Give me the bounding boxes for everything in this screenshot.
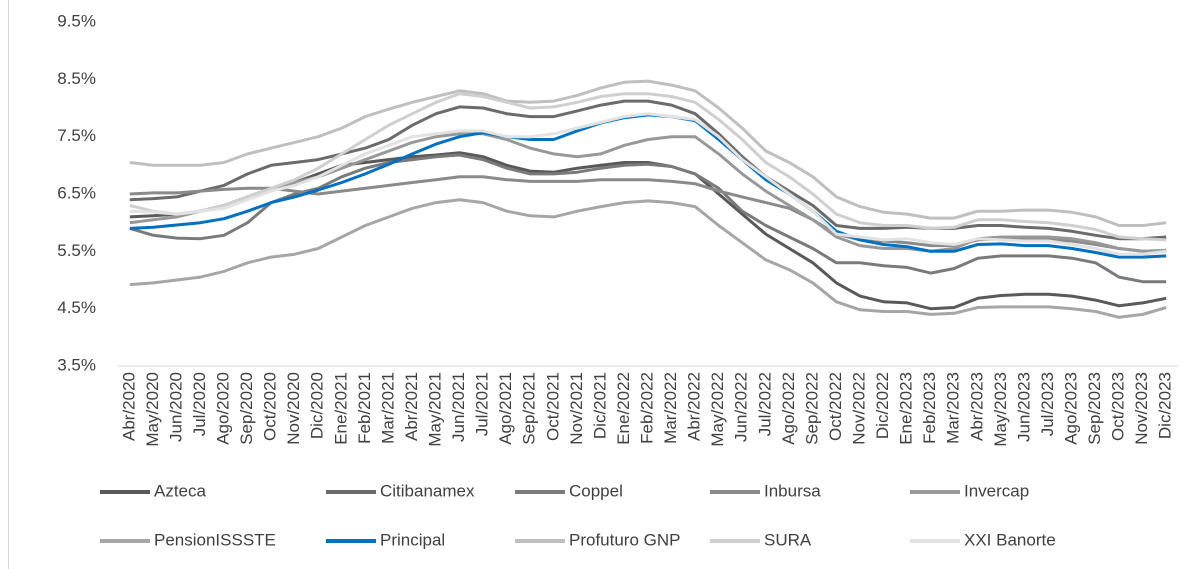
x-tick-label: May/2022: [708, 372, 727, 447]
series-line: [129, 99, 1167, 241]
legend-label: Coppel: [569, 481, 623, 500]
legend-label: PensionISSSTE: [154, 530, 276, 549]
x-tick-label: Oct/2021: [543, 372, 562, 441]
y-tick-label: 8.5%: [57, 69, 96, 88]
x-tick-label: Abr/2020: [119, 372, 138, 441]
legend-label: Inbursa: [764, 481, 821, 500]
x-tick-label: Jul/2022: [755, 372, 774, 436]
x-tick-label: Feb/2021: [355, 372, 374, 444]
x-tick-label: Jun/2021: [449, 372, 468, 442]
x-tick-label: Oct/2020: [261, 372, 280, 441]
series-line: [129, 112, 1167, 256]
legend-label: Profuturo GNP: [569, 530, 681, 549]
series-line: [129, 92, 1167, 242]
x-tick-label: Mar/2021: [378, 372, 397, 444]
x-tick-label: Abr/2021: [402, 372, 421, 441]
x-tick-label: Ago/2023: [1061, 372, 1080, 445]
x-tick-label: Oct/2023: [1109, 372, 1128, 441]
x-tick-label: May/2021: [425, 372, 444, 447]
legend-label: Principal: [380, 530, 445, 549]
x-tick-label: Nov/2022: [849, 372, 868, 445]
x-tick-label: Oct/2022: [826, 372, 845, 441]
x-tick-label: Nov/2020: [284, 372, 303, 445]
x-tick-label: Abr/2022: [685, 372, 704, 441]
x-tick-label: May/2020: [143, 372, 162, 447]
x-tick-label: Sep/2022: [802, 372, 821, 445]
legend-label: Citibanamex: [380, 481, 475, 500]
x-tick-label: Jul/2021: [473, 372, 492, 436]
legend-label: Invercap: [964, 481, 1029, 500]
x-tick-label: Jun/2020: [166, 372, 185, 442]
x-tick-label: Mar/2022: [661, 372, 680, 444]
x-tick-label: Ago/2021: [496, 372, 515, 445]
x-tick-label: Sep/2021: [520, 372, 539, 445]
x-tick-label: Ago/2022: [779, 372, 798, 445]
x-tick-label: Sep/2020: [237, 372, 256, 445]
x-tick-label: May/2023: [991, 372, 1010, 447]
x-tick-label: Jun/2022: [732, 372, 751, 442]
x-tick-label: Ene/2023: [897, 372, 916, 445]
x-tick-label: Feb/2022: [637, 372, 656, 444]
y-tick-label: 4.5%: [57, 298, 96, 317]
x-tick-label: Ene/2022: [614, 372, 633, 445]
y-tick-label: 9.5%: [57, 11, 96, 30]
x-tick-label: Ene/2021: [331, 372, 350, 445]
x-tick-label: Jul/2020: [190, 372, 209, 436]
legend-label: XXI Banorte: [964, 530, 1056, 549]
y-tick-label: 6.5%: [57, 183, 96, 202]
x-tick-label: Dic/2022: [873, 372, 892, 439]
series-line: [129, 153, 1167, 284]
x-tick-label: Feb/2023: [920, 372, 939, 444]
series-line: [129, 132, 1167, 253]
x-tick-label: Dic/2023: [1156, 372, 1175, 439]
x-tick-label: Mar/2023: [944, 372, 963, 444]
series-line: [129, 79, 1167, 227]
legend-label: SURA: [764, 530, 812, 549]
y-tick-label: 3.5%: [57, 355, 96, 374]
x-tick-label: Sep/2023: [1085, 372, 1104, 445]
x-tick-label: Ago/2020: [213, 372, 232, 445]
x-tick-label: Dic/2020: [308, 372, 327, 439]
x-tick-label: Nov/2021: [567, 372, 586, 445]
x-tick-label: Jul/2023: [1038, 372, 1057, 436]
series-line: [129, 198, 1167, 319]
x-tick-label: Jun/2023: [1014, 372, 1033, 442]
x-tick-label: Abr/2023: [967, 372, 986, 441]
y-tick-label: 5.5%: [57, 241, 96, 260]
x-tick-label: Dic/2021: [590, 372, 609, 439]
y-tick-label: 7.5%: [57, 126, 96, 145]
legend-label: Azteca: [154, 481, 207, 500]
series-line: [129, 151, 1167, 311]
x-tick-label: Nov/2023: [1132, 372, 1151, 445]
